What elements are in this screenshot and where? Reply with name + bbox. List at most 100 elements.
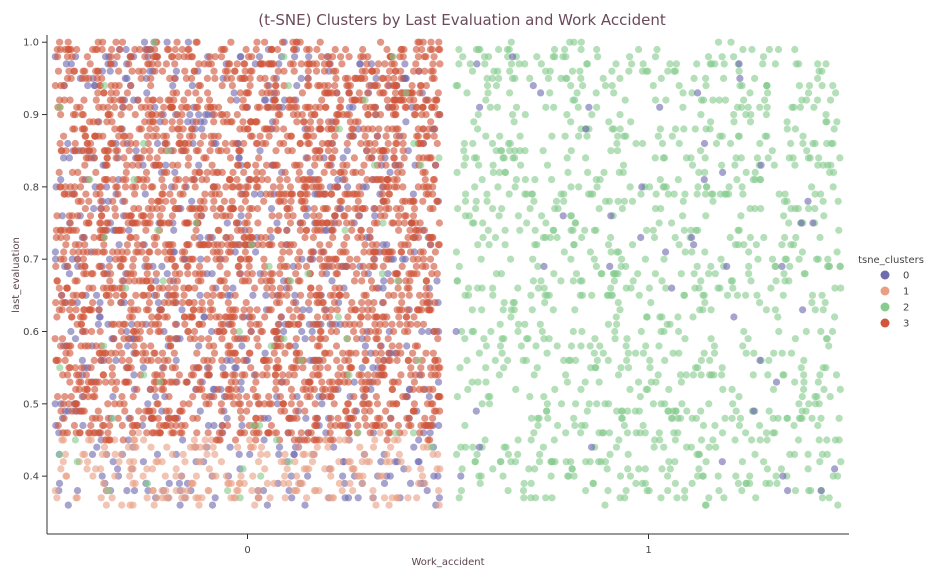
- data-point: [603, 465, 611, 473]
- data-point: [255, 320, 263, 328]
- data-point: [235, 450, 243, 458]
- data-point: [763, 82, 771, 90]
- data-point: [626, 183, 634, 191]
- data-point: [148, 197, 156, 205]
- data-point: [273, 226, 282, 234]
- data-point: [433, 197, 441, 205]
- data-point: [540, 393, 548, 401]
- data-point: [60, 248, 68, 256]
- data-point: [536, 450, 544, 458]
- data-point: [417, 139, 425, 148]
- data-point: [216, 205, 224, 213]
- data-point: [492, 82, 501, 90]
- data-point: [358, 277, 366, 285]
- data-point: [452, 248, 460, 256]
- data-point: [393, 82, 401, 90]
- data-point: [553, 342, 561, 350]
- data-point: [427, 67, 435, 75]
- data-point: [790, 450, 799, 458]
- data-point: [209, 443, 217, 451]
- data-point: [378, 270, 386, 278]
- data-point: [364, 306, 372, 314]
- data-point: [64, 139, 72, 148]
- data-point: [791, 45, 799, 54]
- data-point: [151, 241, 159, 249]
- data-point: [276, 183, 284, 191]
- data-point: [121, 197, 129, 205]
- data-point: [336, 364, 344, 372]
- data-point: [607, 248, 615, 256]
- data-point: [168, 364, 176, 372]
- data-point: [369, 487, 377, 495]
- data-point: [364, 89, 372, 97]
- data-point: [135, 407, 143, 415]
- data-point: [495, 371, 503, 379]
- data-point: [161, 248, 169, 256]
- data-point: [330, 400, 338, 408]
- data-point: [253, 306, 261, 314]
- data-point: [126, 501, 134, 509]
- data-point: [530, 197, 538, 205]
- data-point: [321, 465, 329, 473]
- data-point: [270, 349, 278, 357]
- data-point: [707, 262, 715, 270]
- data-point: [129, 393, 137, 401]
- data-point: [105, 262, 113, 270]
- data-point: [371, 111, 379, 119]
- data-point: [418, 371, 426, 379]
- data-point: [100, 241, 108, 249]
- data-point: [320, 82, 328, 90]
- data-point: [837, 458, 845, 466]
- data-point: [655, 219, 663, 227]
- data-point: [295, 168, 303, 176]
- data-point: [130, 270, 138, 278]
- data-point: [162, 161, 170, 169]
- data-point: [260, 436, 268, 444]
- data-point: [731, 241, 740, 249]
- data-point: [166, 277, 174, 285]
- data-point: [767, 284, 775, 292]
- data-point: [765, 407, 773, 415]
- data-point: [251, 501, 259, 509]
- data-point: [831, 436, 840, 444]
- data-point: [604, 320, 613, 328]
- data-point: [111, 385, 119, 393]
- data-point: [622, 342, 630, 350]
- data-point: [341, 176, 349, 184]
- data-point: [147, 183, 155, 191]
- data-point: [785, 219, 793, 227]
- data-point: [720, 74, 728, 82]
- data-point: [181, 248, 189, 256]
- data-point: [468, 219, 476, 227]
- data-point: [106, 421, 114, 430]
- data-point: [344, 458, 352, 466]
- data-point: [472, 407, 480, 415]
- data-point: [434, 356, 442, 364]
- data-point: [390, 154, 398, 162]
- data-point: [474, 241, 482, 249]
- data-point: [496, 132, 504, 140]
- data-point: [158, 67, 167, 75]
- data-point: [351, 407, 359, 415]
- data-point: [146, 327, 154, 336]
- data-point: [435, 487, 443, 495]
- data-point: [304, 270, 312, 278]
- data-point: [240, 168, 248, 176]
- data-point: [246, 306, 254, 314]
- data-point: [128, 67, 136, 75]
- data-point: [521, 147, 529, 155]
- data-point: [420, 226, 429, 234]
- data-point: [184, 103, 192, 111]
- data-point: [300, 183, 308, 191]
- data-point: [382, 255, 391, 263]
- data-point: [412, 60, 420, 68]
- data-point: [480, 335, 488, 343]
- data-point: [830, 125, 838, 133]
- data-point: [267, 45, 276, 54]
- data-point: [275, 103, 283, 111]
- data-point: [275, 190, 283, 198]
- data-point: [517, 161, 525, 169]
- data-point: [426, 241, 435, 249]
- data-point: [637, 233, 645, 242]
- data-point: [87, 139, 95, 148]
